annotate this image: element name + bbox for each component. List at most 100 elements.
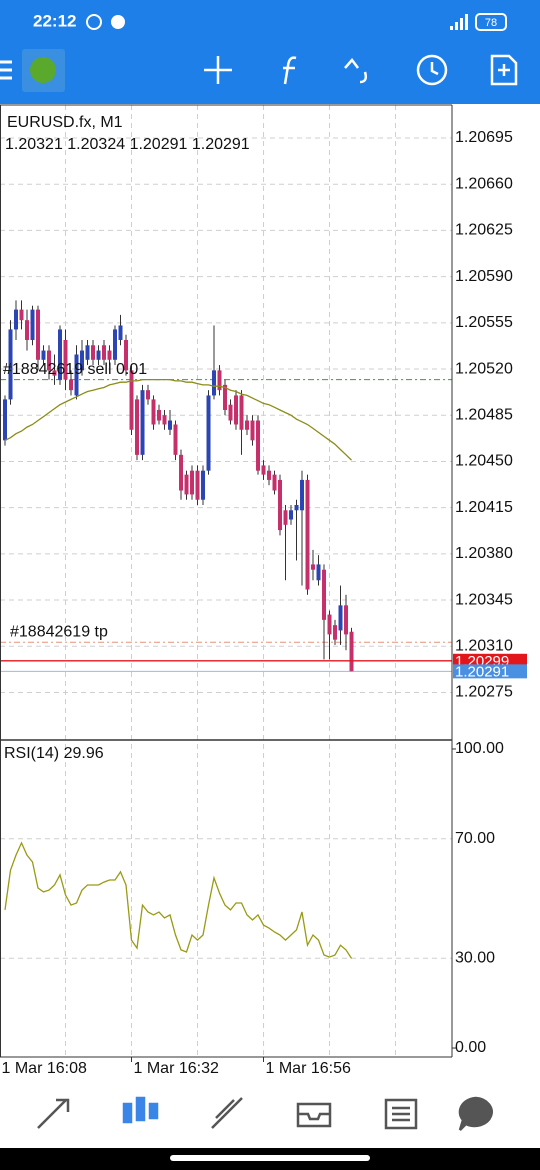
y-tick-label: 1.20415 — [455, 499, 513, 516]
app-icon-globe — [30, 57, 56, 83]
candle-body — [239, 395, 244, 430]
candle-body — [58, 329, 63, 380]
candle-body — [267, 470, 272, 480]
candle-body — [124, 339, 129, 371]
y-tick-label: 1.20660 — [455, 175, 513, 192]
candle-body — [333, 625, 338, 640]
candle-body — [168, 420, 173, 430]
candle-body — [234, 395, 239, 425]
x-tick-label: 1 Mar 16:08 — [2, 1060, 87, 1077]
nav-news[interactable] — [384, 1098, 418, 1130]
indicators-button[interactable] — [283, 56, 297, 85]
bottom-nav — [0, 1082, 540, 1148]
candle-body — [36, 309, 41, 360]
chart-area — [0, 105, 452, 1057]
candle-body — [245, 420, 250, 430]
candle-body — [322, 569, 327, 620]
candle-body — [74, 354, 79, 396]
candle-body — [184, 474, 189, 495]
status-icon — [111, 15, 125, 29]
nav-quotes[interactable] — [37, 1098, 70, 1129]
candle-body — [25, 320, 30, 340]
order-label: #18842619 tp — [10, 624, 108, 641]
ohlc-readout: 1.20321 1.20324 1.20291 1.20291 — [5, 136, 250, 153]
menu-button[interactable] — [0, 60, 12, 80]
candle-body — [300, 479, 305, 511]
candle-body — [140, 390, 145, 455]
candle-body — [228, 404, 233, 421]
moving-average — [4, 378, 352, 461]
battery-level: 78 — [485, 17, 497, 29]
candle-body — [206, 395, 211, 471]
candle-body — [14, 309, 19, 330]
price-box-label: 1.20291 — [455, 663, 509, 680]
candle-body — [118, 325, 123, 340]
candle-body — [157, 409, 162, 421]
candle-body — [250, 420, 255, 441]
candle-body — [162, 415, 167, 425]
nav-chart[interactable] — [122, 1096, 159, 1124]
candle-body — [223, 384, 228, 410]
candle-body — [19, 309, 24, 321]
new-order-button[interactable] — [490, 54, 518, 86]
nav-chat[interactable] — [458, 1096, 493, 1131]
home-indicator[interactable] — [170, 1155, 370, 1161]
candle-body — [173, 424, 178, 455]
x-tick-label: 1 Mar 16:32 — [134, 1060, 219, 1077]
candle-body — [327, 614, 332, 635]
crosshair-button[interactable] — [204, 56, 232, 84]
candle-body — [283, 510, 288, 525]
chart-layer: 1 Mar 16:08 1 Mar 16:32 1 Mar 16:56 1.20695… — [0, 105, 513, 1077]
candle-body — [96, 350, 101, 360]
candle-body — [344, 605, 349, 635]
y-tick-label: 1.20625 — [455, 222, 513, 239]
candle-body — [91, 345, 96, 360]
candle-body — [212, 370, 217, 396]
price-box — [453, 653, 527, 668]
y-tick-label: 100.00 — [455, 740, 504, 757]
candle-body — [272, 474, 277, 491]
candle-body — [69, 379, 74, 391]
candle-body — [30, 309, 35, 340]
candle-body — [217, 370, 222, 391]
y-tick-label: 1.20275 — [455, 684, 513, 701]
battery-icon — [475, 13, 507, 31]
y-tick-label: 1.20695 — [455, 129, 513, 146]
candle-body — [338, 605, 343, 631]
candle-body — [311, 564, 316, 570]
y-tick-label: 1.20380 — [455, 545, 513, 562]
trade-button[interactable] — [344, 58, 368, 84]
y-tick-label: 1.20310 — [455, 637, 513, 654]
candle-body — [102, 345, 107, 360]
order-label: #18842619 sell 0.01 — [3, 361, 147, 378]
nav-history[interactable] — [296, 1102, 332, 1128]
y-tick-label: 70.00 — [455, 830, 495, 847]
candle-body — [201, 470, 206, 500]
price-box — [453, 664, 527, 679]
history-hand — [430, 62, 439, 76]
candle-body — [289, 510, 294, 520]
candle-body — [3, 399, 8, 441]
candle-body — [294, 505, 299, 511]
candle-body — [195, 470, 200, 500]
history-button[interactable] — [416, 54, 448, 86]
candle-body — [179, 454, 184, 491]
nav-trade[interactable] — [211, 1097, 243, 1129]
y-tick-label: 1.20345 — [455, 591, 513, 608]
y-tick-label: 1.20590 — [455, 268, 513, 285]
candle-body — [107, 350, 112, 360]
status-icon — [86, 14, 102, 30]
candle-body — [41, 350, 46, 360]
top-bar — [0, 0, 540, 104]
rsi-title: RSI(14) 29.96 — [4, 745, 104, 762]
candle-body — [63, 339, 68, 380]
candle-body — [129, 370, 134, 430]
candle-body — [8, 329, 13, 400]
x-tick-label: 1 Mar 16:56 — [266, 1060, 351, 1077]
rsi-line — [4, 841, 353, 959]
y-tick-label: 0.00 — [455, 1039, 486, 1056]
candle-body — [190, 470, 195, 495]
candle-body — [80, 350, 85, 371]
y-tick-label: 1.20520 — [455, 360, 513, 377]
